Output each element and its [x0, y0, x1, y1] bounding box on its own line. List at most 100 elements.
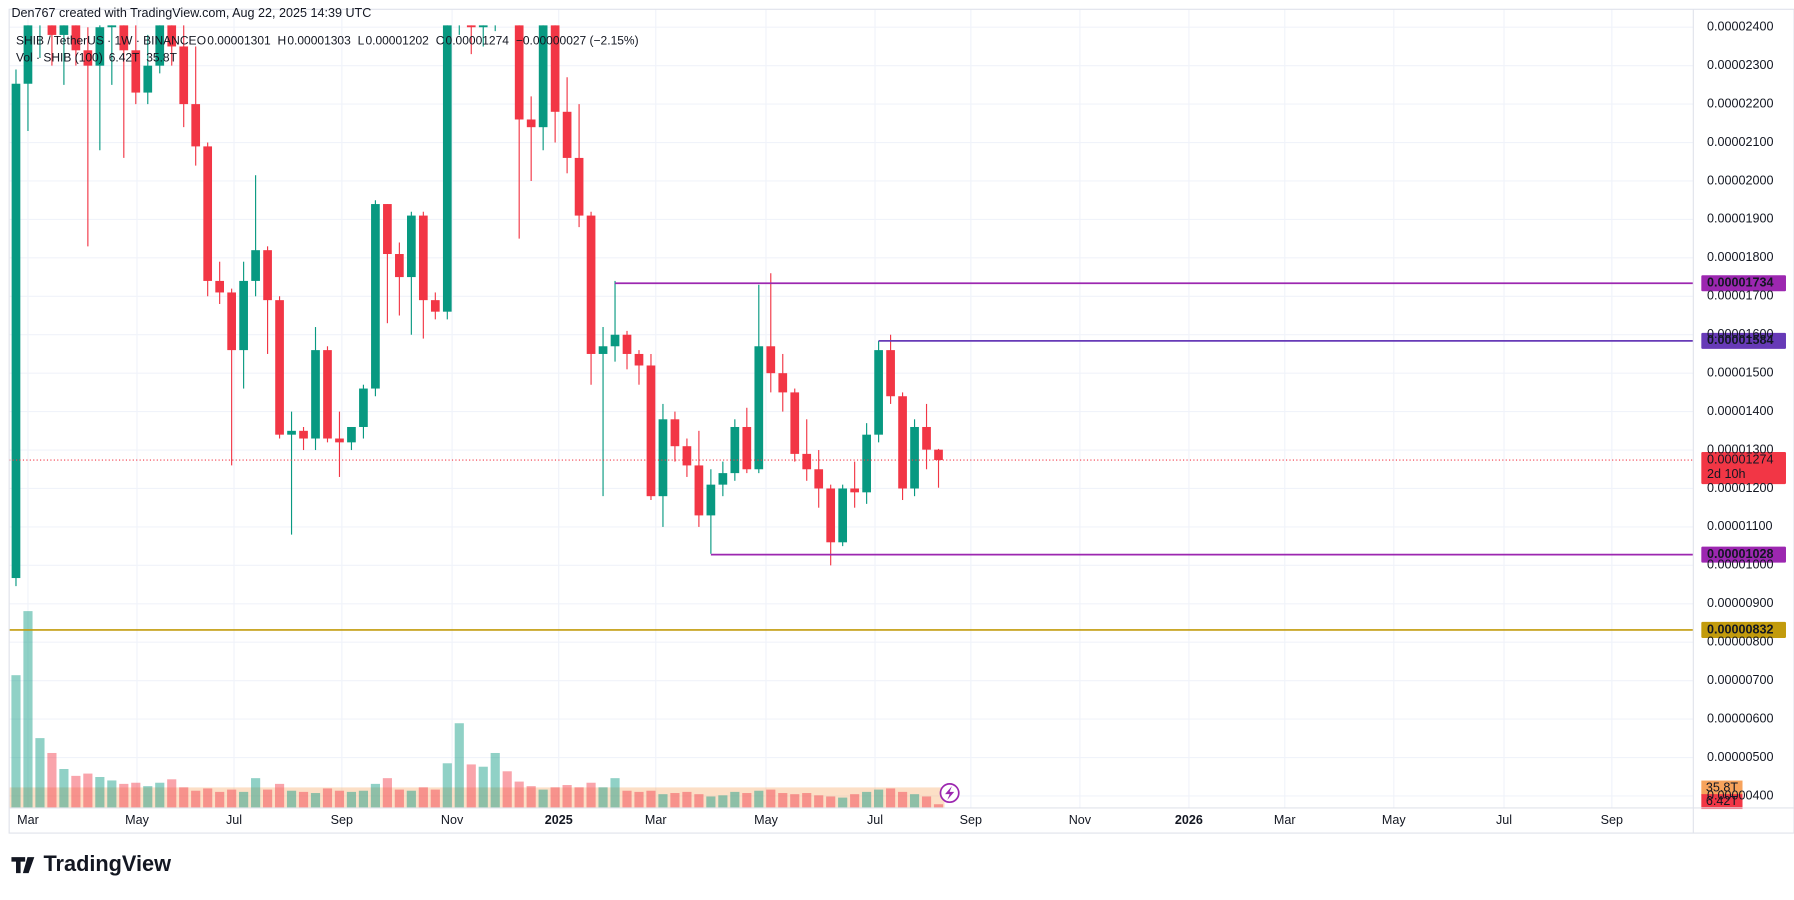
level-label-box	[1701, 621, 1786, 638]
volume-bar	[286, 790, 297, 808]
candle-body	[430, 300, 440, 312]
candle-body	[646, 365, 656, 497]
candle-body	[203, 146, 213, 281]
x-tick-label: Nov	[441, 813, 464, 827]
volume-bar	[646, 790, 656, 808]
legend-change: −0.00000027 (−2.15%)	[516, 34, 639, 48]
volume-label-box	[1701, 794, 1743, 810]
candle-body	[562, 111, 572, 158]
level-label: 0.00001028	[1707, 547, 1773, 561]
candle-body	[215, 280, 225, 293]
candle-body	[718, 473, 728, 485]
legend-c: 0.00001274	[446, 34, 510, 48]
volume-bar	[119, 783, 129, 808]
volume-bar	[167, 779, 177, 808]
legend-l-key: L	[358, 34, 365, 48]
level-label-box	[1701, 546, 1786, 563]
candle-body	[658, 419, 668, 497]
x-tick-label: 2026	[1175, 813, 1203, 827]
volume-bar	[155, 782, 165, 808]
volume-bar	[23, 611, 33, 808]
volume-bar	[933, 804, 944, 808]
y-tick-label: 0.00000900	[1707, 596, 1773, 610]
candles	[11, 25, 943, 587]
legend-volume: Vol · SHIB (100)	[16, 51, 103, 65]
candle-body	[23, 25, 33, 84]
y-tick-label: 0.00001800	[1707, 250, 1773, 264]
volume-bar	[909, 794, 920, 808]
candle-body	[694, 465, 704, 516]
x-tick-label: Sep	[1601, 813, 1623, 827]
volume-bar	[886, 788, 896, 808]
frame	[8, 8, 1794, 834]
x-tick-label: May	[754, 813, 778, 827]
volume-bar	[346, 791, 357, 808]
volume-bar	[35, 738, 45, 808]
volume-bar	[251, 778, 261, 808]
volume-bar	[430, 789, 440, 808]
credit: Den767 created with TradingView.com, Aug…	[11, 6, 371, 20]
candle-body	[167, 25, 177, 47]
candle-body	[251, 250, 260, 281]
candle-body	[143, 65, 153, 93]
volume-bar	[406, 790, 416, 808]
volume-bar	[826, 796, 836, 808]
candle-body	[706, 484, 716, 516]
volume-bar	[454, 723, 464, 808]
legend-o: 0.00001301	[207, 34, 271, 48]
candle-body	[514, 25, 524, 120]
level-label: 0.00001734	[1707, 276, 1773, 290]
candle-body	[922, 426, 931, 450]
y-tick-label: 0.00001600	[1707, 327, 1773, 341]
candle-body	[898, 396, 907, 489]
volume-bar	[754, 790, 764, 808]
lightning-glyph	[945, 786, 955, 800]
volume-bar	[11, 675, 21, 808]
x-tick-label: Mar	[1274, 813, 1296, 827]
y-tick-label: 0.00001700	[1707, 289, 1773, 303]
x-tick-label: Jul	[226, 813, 242, 827]
candle-body	[287, 430, 296, 435]
x-tick-label: Mar	[17, 813, 39, 827]
y-tick-label: 0.00001000	[1707, 558, 1773, 572]
y-tick-label: 0.00002200	[1707, 96, 1773, 110]
candle-body	[742, 426, 752, 470]
volume-bar	[790, 794, 800, 808]
volume-bar	[658, 794, 668, 808]
volume-bar	[274, 783, 285, 808]
legend-symbol: SHIB / TetherUS · 1W · BINANCE	[16, 34, 197, 48]
level-label-box	[1701, 275, 1786, 292]
y-tick-label: 0.00002100	[1707, 135, 1773, 149]
volume-bar	[143, 786, 153, 808]
candle-body	[323, 350, 332, 439]
candle-body	[478, 25, 488, 28]
volume-bar	[71, 775, 81, 808]
x-tick-label: Sep	[331, 813, 353, 827]
candle-body	[239, 280, 248, 351]
candle-body	[179, 46, 189, 105]
x-tick-label: Jul	[867, 813, 883, 827]
volume-bar	[778, 793, 788, 808]
candle-body	[682, 446, 692, 466]
volume-bar	[670, 793, 680, 808]
candle-body	[634, 353, 644, 366]
volume-label-box	[1701, 780, 1743, 796]
volume-bar	[814, 795, 824, 808]
volume-bar	[322, 788, 333, 808]
candle-body	[71, 25, 81, 51]
candle-body	[395, 254, 404, 278]
candle-body	[466, 25, 476, 28]
volume-bar	[191, 790, 201, 808]
candle-body	[263, 250, 272, 301]
volume-bar	[394, 789, 404, 808]
x-tick-label: Mar	[645, 813, 667, 827]
candle-body	[227, 292, 236, 351]
volume-bar	[730, 791, 740, 808]
legend-h: 0.00001303	[287, 34, 351, 48]
volume-bar	[490, 752, 500, 808]
candle-body	[407, 215, 416, 278]
candle-body	[790, 392, 800, 454]
level-label: 0.00001584	[1707, 333, 1773, 347]
volume-bar	[538, 789, 548, 808]
